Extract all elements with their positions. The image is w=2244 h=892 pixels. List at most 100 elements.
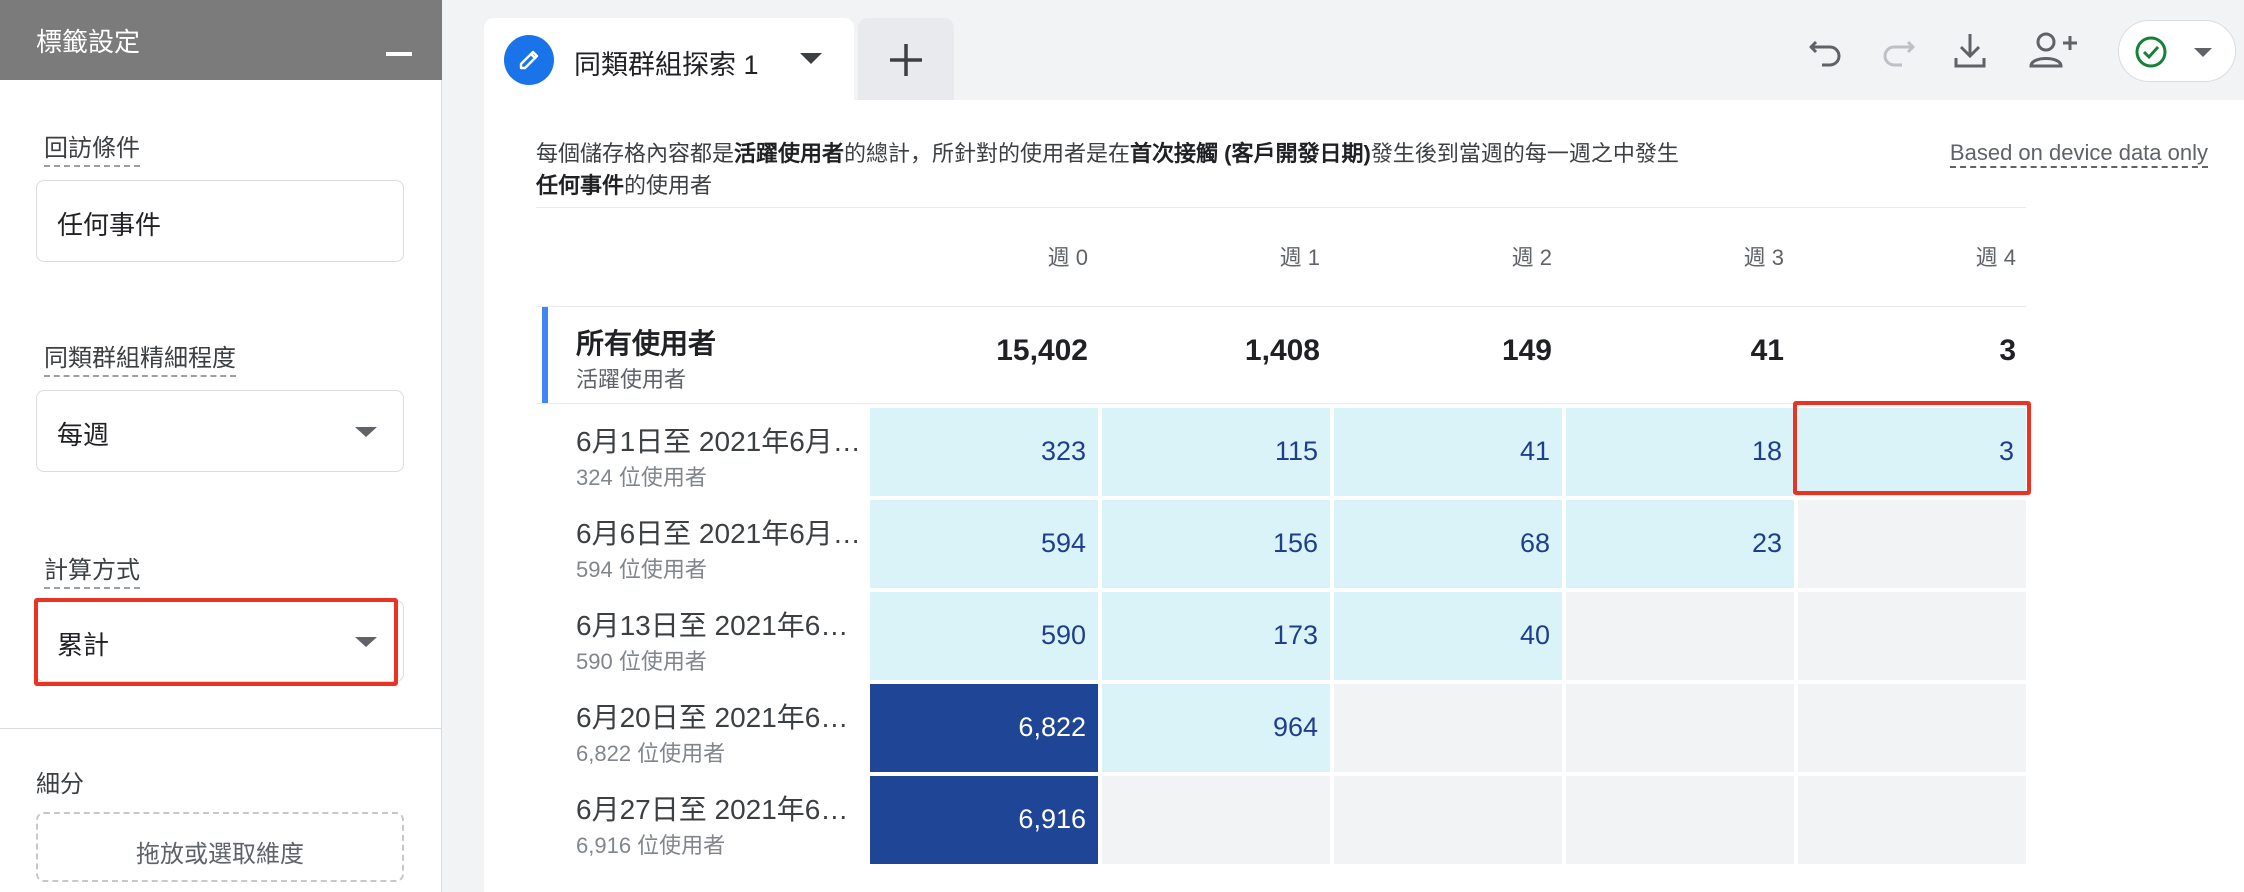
week-header[interactable]: 週 3 (1743, 245, 1784, 270)
cell-value: 68 (1519, 528, 1550, 558)
cell-value: 6,822 (1018, 712, 1086, 742)
cell-value: 323 (1040, 436, 1086, 466)
week-header[interactable]: 週 2 (1511, 245, 1552, 270)
cohort-cell[interactable] (1798, 592, 2026, 680)
cohort-cell[interactable]: 323 (870, 408, 1098, 496)
chevron-down-icon (355, 637, 377, 647)
calculation-select[interactable]: 累計 (36, 600, 404, 682)
return-criteria-value: 任何事件 (57, 210, 162, 240)
cohort-cell[interactable]: 68 (1334, 500, 1562, 588)
cohort-row-users: 6,822 位使用者 (576, 741, 726, 766)
week-header[interactable]: 週 4 (1975, 245, 2016, 270)
cohort-cell[interactable]: 40 (1334, 592, 1562, 680)
divider (536, 207, 2026, 208)
panel-header: 標籤設定 (0, 0, 442, 80)
week-header[interactable]: 週 0 (1047, 245, 1088, 270)
total-row-subtitle: 活躍使用者 (576, 367, 687, 392)
cohort-cell[interactable] (1798, 776, 2026, 864)
granularity-select[interactable]: 每週 (36, 390, 404, 472)
cohort-cell[interactable] (1566, 592, 1794, 680)
granularity-value: 每週 (57, 420, 110, 450)
cohort-cell[interactable]: 6,916 (870, 776, 1098, 864)
cell-value: 3 (1998, 436, 2014, 466)
total-row-title: 所有使用者 (576, 328, 717, 359)
cell-value: 115 (1274, 436, 1318, 466)
plus-icon (890, 44, 922, 76)
table-description: 每個儲存格內容都是活躍使用者的總計，所針對的使用者是在首次接觸 (客戶開發日期)… (536, 138, 1796, 202)
cohort-cell[interactable] (1334, 776, 1562, 864)
cell-value: 156 (1272, 528, 1318, 558)
cell-value: 23 (1751, 528, 1782, 558)
cell-highlight-box (1793, 401, 2031, 495)
cohort-cell[interactable]: 6,822 (870, 684, 1098, 772)
cohort-row-users: 594 位使用者 (576, 557, 707, 582)
cohort-cell[interactable] (1798, 500, 2026, 588)
dropzone-text: 拖放或選取維度 (136, 841, 304, 868)
desc-metric: 活躍使用者 (734, 141, 845, 166)
cohort-cell[interactable]: 41 (1334, 408, 1562, 496)
calculation-label: 計算方式 (44, 550, 140, 589)
cell-value: 590 (1040, 620, 1086, 650)
cohort-table-card (484, 100, 2244, 892)
cohort-cell[interactable]: 3 (1798, 408, 2026, 496)
desc-return: 任何事件 (536, 173, 625, 198)
tab-settings-panel: 標籤設定 回訪條件 任何事件 同類群組精細程度 每週 計算方式 累計 細分 拖放… (0, 0, 442, 892)
status-button[interactable] (2118, 20, 2236, 82)
cohort-cell[interactable] (1102, 776, 1330, 864)
cell-value: 18 (1751, 436, 1782, 466)
chevron-down-icon (355, 427, 377, 437)
cell-value: 964 (1272, 712, 1318, 742)
cohort-cell[interactable]: 23 (1566, 500, 1794, 588)
desc-text: 的總計，所針對的使用者是在 (844, 141, 1131, 166)
total-value: 41 (1750, 334, 1784, 367)
cell-value: 41 (1519, 436, 1550, 466)
granularity-label: 同類群組精細程度 (44, 338, 236, 377)
panel-divider (0, 728, 442, 729)
tab-cohort-exploration[interactable]: 同類群組探索 1 (484, 18, 854, 100)
cell-value: 594 (1040, 528, 1086, 558)
desc-text: 的使用者 (624, 173, 713, 198)
cohort-cell[interactable] (1334, 684, 1562, 772)
divider (536, 403, 2026, 404)
desc-inclusion: 首次接觸 (客戶開發日期) (1130, 141, 1371, 166)
cell-value: 173 (1272, 620, 1318, 650)
cohort-cell[interactable]: 173 (1102, 592, 1330, 680)
pencil-icon[interactable] (504, 35, 554, 85)
cohort-row-label: 6月20日至 2021年6… (576, 702, 849, 733)
desc-text: 每個儲存格內容都是 (536, 141, 735, 166)
tab-label: 同類群組探索 1 (574, 50, 759, 80)
check-circle-icon (2135, 36, 2167, 68)
cohort-cell[interactable] (1566, 776, 1794, 864)
cohort-row-users: 6,916 位使用者 (576, 833, 726, 858)
cohort-row-label: 6月27日至 2021年6… (576, 794, 849, 825)
undo-icon[interactable] (1804, 28, 1848, 72)
total-value: 3 (1999, 334, 2016, 367)
cohort-row-label: 6月13日至 2021年6… (576, 610, 849, 641)
panel-title: 標籤設定 (36, 27, 141, 57)
cohort-cell[interactable]: 594 (870, 500, 1098, 588)
breakdown-dropzone[interactable]: 拖放或選取維度 (36, 812, 404, 882)
breakdown-label: 細分 (36, 771, 84, 798)
tab-menu-chevron-icon[interactable] (800, 53, 822, 64)
add-tab-button[interactable] (858, 18, 954, 100)
download-icon[interactable] (1948, 28, 1992, 72)
cell-value: 40 (1519, 620, 1550, 650)
cohort-cell[interactable] (1566, 684, 1794, 772)
cohort-cell[interactable]: 590 (870, 592, 1098, 680)
collapse-icon[interactable] (386, 52, 412, 56)
cohort-cell[interactable] (1798, 684, 2026, 772)
cohort-cell[interactable]: 115 (1102, 408, 1330, 496)
device-data-link[interactable]: Based on device data only (1949, 140, 2208, 168)
return-criteria-field[interactable]: 任何事件 (36, 180, 404, 262)
calculation-value: 累計 (57, 630, 110, 660)
cohort-cell[interactable]: 964 (1102, 684, 1330, 772)
redo-icon[interactable] (1876, 28, 1920, 72)
week-header[interactable]: 週 1 (1279, 245, 1320, 270)
chevron-down-icon (2194, 48, 2212, 57)
total-value: 149 (1501, 334, 1552, 367)
cohort-cell[interactable]: 156 (1102, 500, 1330, 588)
cohort-cell[interactable]: 18 (1566, 408, 1794, 496)
divider (536, 306, 2026, 307)
share-user-icon[interactable] (2026, 28, 2082, 72)
